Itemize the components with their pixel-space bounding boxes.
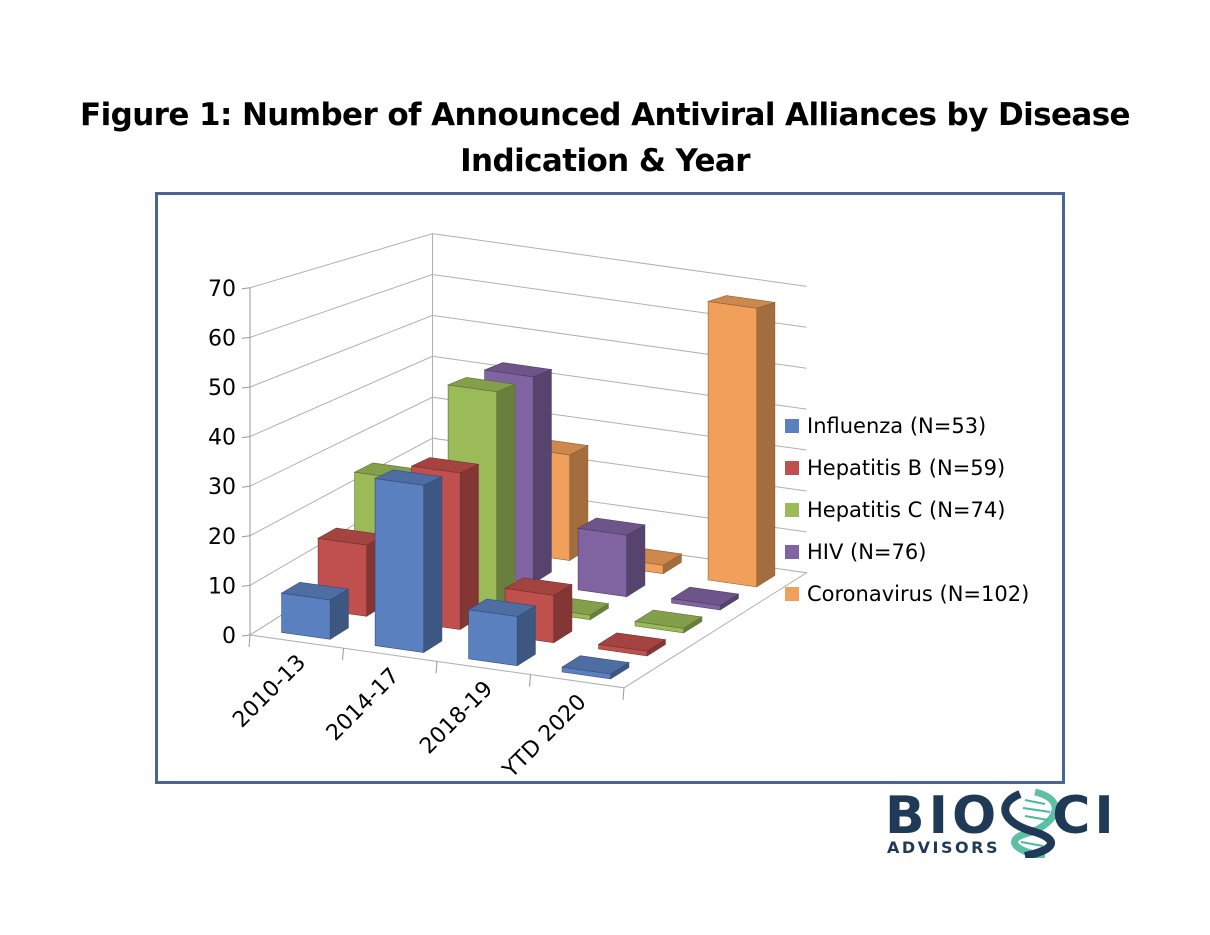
bar-top [280,581,350,601]
x-tick [435,661,438,674]
bar-influenza-ytd-2020 [561,655,630,680]
bar-top [708,295,775,309]
y-tick-label: 10 [208,574,236,599]
chart-title-line2: Indication & Year [460,143,750,179]
logo-bio: BIO [885,786,1001,846]
legend-label: Coronavirus (N=102) [807,582,1030,606]
y-tick [241,584,251,587]
bar-side [459,463,479,631]
bar-top [410,457,480,474]
legend-swatch-hepatitis-c [785,503,799,517]
x-tick [248,634,251,648]
dna-helix-icon [1001,788,1059,858]
logo-subtitle: ADVISORS [887,838,1000,857]
y-tick-label: 40 [208,426,236,451]
bar-influenza-2014-17 [374,469,443,654]
legend-swatch-coronavirus [785,587,799,601]
x-tick-label: YTD 2020 [498,690,592,784]
chart-title: Figure 1: Number of Announced Antiviral … [0,92,1210,184]
legend: Influenza (N=53) Hepatitis B (N=59) Hepa… [785,405,1029,615]
legend-swatch-hepatitis-b [785,461,799,475]
y-tick [241,436,251,439]
bar-top [374,469,443,486]
x-tick [622,687,625,700]
x-tick-label: 2014-17 [322,663,405,746]
bar-side [532,369,552,585]
legend-label: HIV (N=76) [807,540,927,564]
bar-front [577,527,628,598]
bar-top [467,598,537,617]
y-tick [241,386,251,389]
bar-top [446,377,517,393]
bar-top [561,655,630,675]
bar-hiv-2018-19 [577,517,646,598]
y-tick-label: 50 [208,376,236,401]
y-tick [241,485,251,488]
bar-front [707,301,758,588]
y-tick [241,634,251,637]
bar-front [374,478,425,653]
bar-top [577,517,646,536]
bar-influenza-2018-19 [467,598,537,667]
y-tick [241,535,251,538]
legend-label: Hepatitis B (N=59) [807,456,1006,480]
y-tick-label: 70 [208,277,236,302]
bar-top [670,586,740,606]
y-tick [241,336,251,339]
y-tick-label: 60 [208,326,236,351]
y-tick-label: 30 [208,475,236,500]
bar-hepatitis-b-ytd-2020 [597,632,667,657]
bar-side [496,383,516,608]
legend-label: Influenza (N=53) [807,414,987,438]
bar-side [756,301,776,588]
logo-ci: CI [1052,786,1118,846]
x-tick-label: 2010-13 [228,650,311,733]
bar-top [634,609,703,629]
legend-item-hiv: HIV (N=76) [785,531,1029,573]
bar-influenza-2010-13 [280,581,350,640]
legend-label: Hepatitis C (N=74) [807,498,1006,522]
bar-side [423,476,443,654]
legend-item-hepatitis-c: Hepatitis C (N=74) [785,489,1029,531]
biosci-logo: BIO CI ADVISORS [885,786,1135,858]
x-tick-label: 2018-19 [415,677,498,760]
logo-wordmark: BIO CI [885,786,1118,846]
bar-top [483,362,553,378]
y-tick [241,287,251,290]
bar-hiv-ytd-2020 [670,586,740,611]
legend-item-coronavirus: Coronavirus (N=102) [785,573,1029,615]
bar-front [468,609,518,667]
legend-swatch-influenza [785,419,799,433]
legend-item-hepatitis-b: Hepatitis B (N=59) [785,447,1029,489]
x-tick [529,674,531,687]
bar-front [281,592,331,640]
legend-swatch-hiv [785,545,799,559]
y-tick-label: 20 [208,525,236,550]
bar-coronavirus-ytd-2020 [707,295,776,588]
chart-title-line1: Figure 1: Number of Announced Antiviral … [80,97,1131,133]
bar-top [597,632,667,652]
bar-top [504,577,573,596]
bar-side [626,524,646,598]
y-tick-label: 0 [222,624,236,649]
gridline [249,233,807,289]
x-tick [342,648,344,661]
bar-hepatitis-c-ytd-2020 [634,609,703,634]
chart-frame [155,192,1065,784]
legend-item-influenza: Influenza (N=53) [785,405,1029,447]
